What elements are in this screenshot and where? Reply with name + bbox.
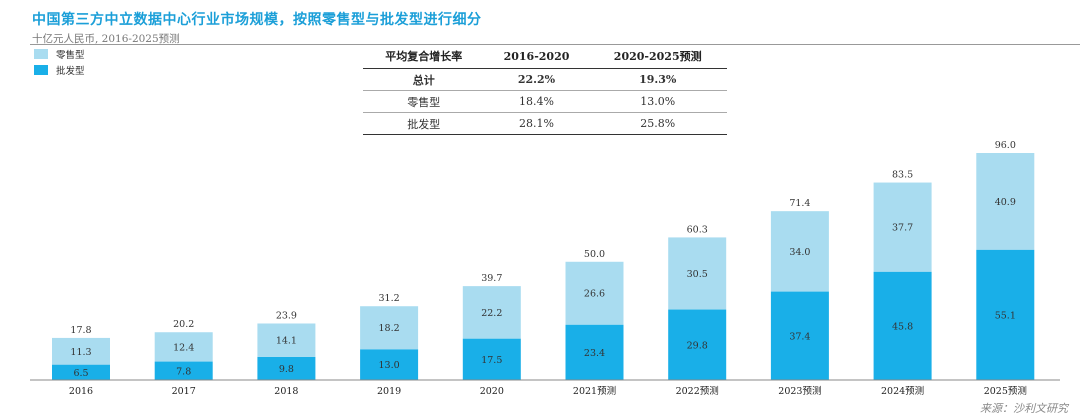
data-label-retail: 12.4 (173, 342, 194, 353)
data-label-retail: 18.2 (379, 323, 400, 334)
table-row-total: 总计 22.2% 19.3% (363, 68, 727, 91)
data-label-wholesale: 29.8 (687, 340, 708, 351)
bar-segment-retail (154, 332, 213, 362)
data-label-total: 60.3 (687, 224, 708, 235)
table-cell: 22.2% (484, 68, 589, 91)
data-label-wholesale: 6.5 (73, 368, 88, 379)
bar-segment-wholesale (565, 324, 624, 380)
x-tick-label: 2019 (377, 386, 401, 397)
x-tick-label: 2021预测 (573, 386, 616, 397)
bar-segment-wholesale (154, 361, 213, 380)
data-label-total: 31.2 (379, 293, 400, 304)
bar-segment-wholesale (360, 349, 419, 380)
x-tick-label: 2023预测 (778, 386, 821, 397)
bar-segment-retail (52, 337, 110, 365)
data-label-total: 17.8 (70, 325, 91, 336)
table-header-cell: 平均复合增长率 (363, 44, 485, 69)
bar-segment-retail (462, 286, 521, 339)
bar-segment-wholesale (668, 309, 727, 380)
bar-segment-wholesale (770, 291, 829, 380)
data-label-total: 20.2 (173, 319, 194, 330)
table-header-cell: 2016-2020 (484, 44, 589, 69)
table-header-cell: 2020-2025预测 (588, 44, 727, 69)
data-label-wholesale: 23.4 (584, 348, 605, 359)
source-note: 来源：沙利文研究 (980, 402, 1068, 415)
bar-segment-wholesale (976, 249, 1035, 380)
data-label-retail: 40.9 (995, 197, 1016, 208)
data-label-retail: 11.3 (70, 347, 91, 358)
x-tick-label: 2018 (274, 386, 298, 397)
x-tick-label: 2025预测 (984, 386, 1027, 397)
data-label-retail: 26.6 (584, 289, 605, 300)
table-cell: 批发型 (363, 112, 485, 135)
data-label-wholesale: 55.1 (995, 310, 1016, 321)
data-label-retail: 34.0 (789, 247, 810, 258)
x-tick-label: 2022预测 (676, 386, 719, 397)
table-cell: 25.8% (588, 112, 727, 135)
data-label-wholesale: 9.8 (279, 364, 294, 375)
table-row-wholesale: 批发型 28.1% 25.8% (363, 112, 727, 135)
x-tick-label: 2016 (69, 386, 93, 397)
bar-segment-wholesale (873, 271, 932, 380)
data-label-retail: 30.5 (687, 269, 708, 280)
legend-item-retail: 零售型 (34, 47, 85, 61)
legend-label-wholesale: 批发型 (56, 66, 85, 77)
bar-segment-retail (873, 182, 932, 272)
legend-swatch-retail (34, 49, 48, 59)
table-cell: 28.1% (484, 112, 589, 135)
bar-segment-retail (257, 323, 316, 357)
data-label-wholesale: 45.8 (892, 321, 913, 332)
data-label-wholesale: 7.8 (176, 366, 191, 377)
bar-segment-wholesale (257, 356, 316, 380)
table-cell: 零售型 (363, 90, 485, 113)
data-label-total: 23.9 (276, 310, 297, 321)
bar-segment-retail (565, 261, 624, 325)
bar-segment-retail (770, 211, 829, 292)
data-label-wholesale: 17.5 (481, 355, 502, 366)
bar-segment-wholesale (462, 338, 521, 380)
data-label-total: 96.0 (995, 140, 1016, 151)
cagr-table-header: 平均复合增长率 2016-2020 2020-2025预测 (363, 44, 727, 69)
data-label-total: 71.4 (789, 198, 810, 209)
data-label-total: 50.0 (584, 249, 605, 260)
legend-item-wholesale: 批发型 (34, 63, 85, 77)
chart-subtitle: 十亿元人民币, 2016-2025预测 (32, 33, 180, 45)
cagr-table: 平均复合增长率 2016-2020 2020-2025预测 总计 22.2% 1… (363, 44, 727, 135)
data-label-wholesale: 37.4 (789, 331, 810, 342)
bar-segment-retail (976, 153, 1035, 250)
data-label-retail: 22.2 (481, 308, 502, 319)
data-label-retail: 37.7 (892, 223, 913, 234)
table-cell: 13.0% (588, 90, 727, 113)
table-cell: 总计 (363, 68, 485, 91)
bar-segment-wholesale (52, 364, 110, 380)
x-tick-label: 2024预测 (881, 386, 924, 397)
table-cell: 19.3% (588, 68, 727, 91)
data-label-total: 39.7 (481, 273, 502, 284)
data-label-wholesale: 13.0 (379, 360, 400, 371)
bar-segment-retail (360, 306, 419, 350)
x-tick-label: 2017 (172, 386, 196, 397)
table-cell: 18.4% (484, 90, 589, 113)
table-row-retail: 零售型 18.4% 13.0% (363, 90, 727, 113)
x-tick-label: 2020 (480, 386, 504, 397)
data-label-total: 83.5 (892, 170, 913, 181)
bar-segment-retail (668, 237, 727, 310)
chart-title: 中国第三方中立数据中心行业市场规模，按照零售型与批发型进行细分 (32, 12, 482, 28)
data-label-retail: 14.1 (276, 336, 297, 347)
legend-label-retail: 零售型 (56, 50, 85, 61)
legend-swatch-wholesale (34, 65, 48, 75)
